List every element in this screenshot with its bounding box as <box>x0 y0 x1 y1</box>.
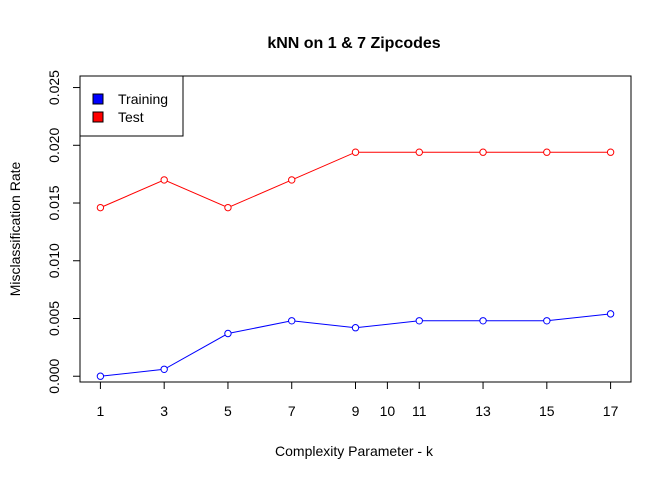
legend-box <box>79 75 184 137</box>
legend-swatch-training <box>92 93 104 105</box>
data-point-test <box>224 203 232 212</box>
data-point-test <box>543 148 551 156</box>
data-point-training <box>224 329 232 338</box>
x-tick-label: 13 <box>475 403 491 419</box>
data-point-training <box>288 317 296 325</box>
y-tick-label: 0.010 <box>46 243 62 278</box>
x-axis: 1 3 5 7 9 10 11 13 15 17 <box>97 381 619 419</box>
data-point-training <box>479 317 487 325</box>
legend-label-test: Test <box>118 109 144 125</box>
x-axis-label: Complexity Parameter - k <box>275 443 434 459</box>
x-tick-label: 17 <box>603 403 619 419</box>
series-test <box>96 148 615 212</box>
x-tick-label: 3 <box>160 403 168 419</box>
data-point-test <box>479 148 487 156</box>
data-point-test <box>351 148 360 156</box>
data-point-test <box>606 148 615 156</box>
y-tick-label: 0.015 <box>46 185 62 220</box>
data-point-training <box>160 365 168 373</box>
legend-swatch-test <box>92 111 104 123</box>
legend: Training Test <box>79 75 184 137</box>
data-point-training <box>606 310 615 318</box>
x-tick-label: 1 <box>97 403 105 419</box>
series-layer <box>96 148 615 380</box>
chart-title: kNN on 1 & 7 Zipcodes <box>267 35 440 52</box>
legend-label-training: Training <box>118 91 168 107</box>
x-tick-label: 5 <box>224 403 232 419</box>
x-tick-label: 11 <box>412 403 427 419</box>
series-line-test <box>100 151 611 209</box>
series-training <box>96 310 615 380</box>
y-axis: 0.000 0.005 0.010 0.015 0.020 0.025 <box>46 70 81 394</box>
series-line-training <box>100 313 611 377</box>
x-tick-label: 7 <box>288 403 296 419</box>
y-tick-label: 0.000 <box>46 359 62 394</box>
data-point-training <box>543 317 551 325</box>
y-tick-label: 0.020 <box>46 128 62 163</box>
y-tick-label: 0.025 <box>46 70 62 105</box>
data-point-test <box>96 203 105 212</box>
data-point-training <box>351 324 360 332</box>
data-point-training <box>415 317 423 325</box>
y-tick-label: 0.005 <box>46 301 62 336</box>
x-tick-label: 15 <box>539 403 555 419</box>
data-point-test <box>160 176 168 184</box>
x-tick-label: 9 <box>352 403 360 419</box>
y-axis-label: Misclassification Rate <box>7 161 23 296</box>
data-point-training <box>96 372 105 380</box>
data-point-test <box>288 176 296 184</box>
x-tick-label: 10 <box>380 403 396 419</box>
data-point-test <box>415 148 423 156</box>
